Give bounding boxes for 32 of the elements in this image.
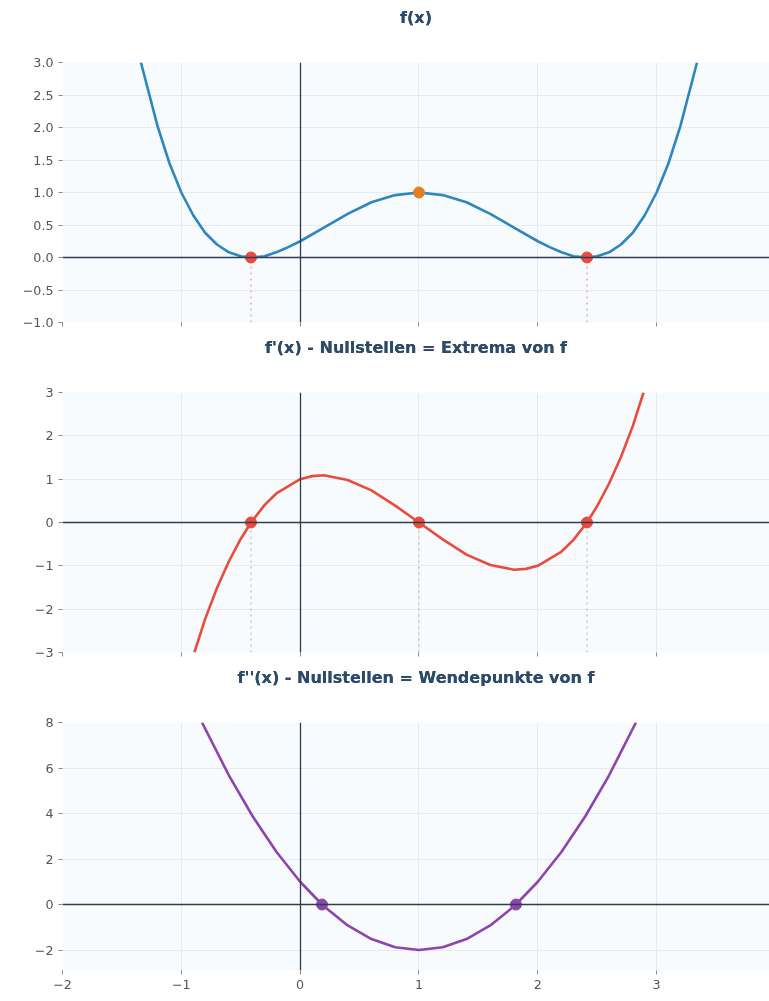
y-tick-label: 2.5 [33, 87, 54, 103]
x-tick-label: 0 [296, 976, 305, 992]
y-tick-label: 1.0 [33, 185, 54, 200]
y-tick-label: −1.0 [22, 315, 54, 330]
chart-title: f(x) [400, 7, 432, 27]
y-tick-label: 2 [45, 851, 54, 867]
x-tick-label: −1 [172, 976, 191, 992]
x-tick-label: 2 [533, 976, 542, 992]
y-tick-label: 0.5 [33, 217, 54, 233]
line-series [193, 392, 645, 653]
y-tick-label: 2.0 [33, 120, 54, 135]
line-series [200, 722, 638, 952]
y-tick-label: 0 [45, 897, 54, 913]
y-tick-label: 3.0 [33, 55, 54, 70]
y-tick-label: 4 [45, 806, 54, 822]
x-tick-label: 1 [414, 976, 424, 992]
y-tick-label: 0 [45, 515, 54, 530]
y-tick-label: 3 [45, 385, 54, 400]
chart-title: f'(x) - Nullstellen = Extrema von f [264, 337, 569, 357]
y-tick-label: −2 [34, 601, 54, 617]
y-tick-label: −2 [34, 942, 54, 958]
y-tick-label: 8 [45, 715, 54, 730]
y-tick-label: 1 [45, 471, 54, 487]
y-tick-label: 1.5 [33, 152, 54, 168]
y-tick-label: −3 [34, 645, 54, 660]
y-tick-label: 0.0 [33, 250, 54, 265]
x-tick-label: 3 [652, 976, 661, 992]
y-tick-label: 2 [45, 428, 54, 444]
chart-title: f''(x) - Nullstellen = Wendepunkte von f [237, 667, 596, 687]
y-tick-label: 6 [45, 760, 54, 776]
y-tick-label: −0.5 [22, 282, 54, 298]
y-tick-label: −1 [34, 558, 54, 574]
